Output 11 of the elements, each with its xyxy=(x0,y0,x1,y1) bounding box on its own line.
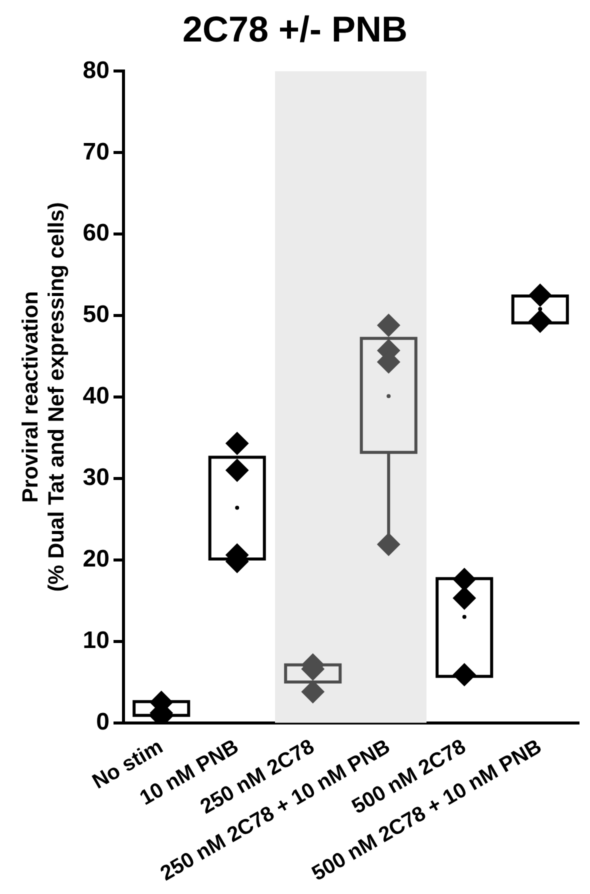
y-tick-label: 70 xyxy=(82,138,110,166)
y-tick-label: 20 xyxy=(82,545,110,572)
y-tick-label: 60 xyxy=(82,220,110,247)
y-tick-label: 50 xyxy=(82,301,110,328)
y-tick-label: 0 xyxy=(96,708,110,736)
y-tick-label: 80 xyxy=(82,56,110,84)
y-tick-label: 40 xyxy=(82,382,110,410)
y-tick-label: 10 xyxy=(82,626,110,654)
y-tick-label: 30 xyxy=(82,464,110,492)
chart-title: 2C78 +/- PNB xyxy=(182,8,408,50)
y-axis-title: Proviral reactivation (% Dual Tat and Nef expressing cells) xyxy=(17,202,69,592)
